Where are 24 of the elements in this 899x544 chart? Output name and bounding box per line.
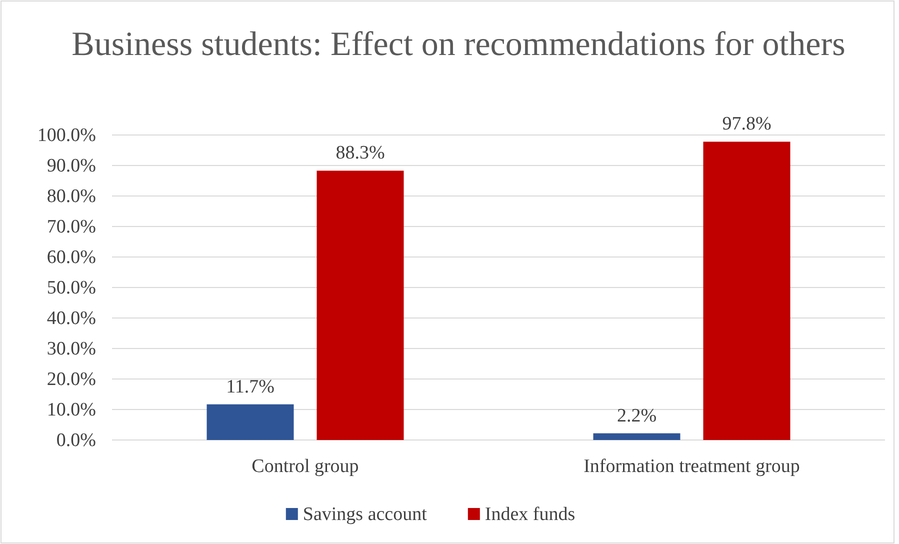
y-tick-label: 80.0% — [46, 186, 96, 207]
y-tick-label: 20.0% — [46, 369, 96, 390]
y-tick-label: 10.0% — [46, 400, 96, 420]
bar — [593, 433, 680, 440]
x-tick-label: Control group — [252, 456, 359, 477]
x-tick-label: Information treatment group — [584, 456, 800, 477]
y-tick-label: 30.0% — [46, 338, 96, 360]
y-tick-label: 40.0% — [46, 308, 96, 329]
y-tick-label: 100.0% — [37, 125, 96, 146]
text: 97.8% — [722, 114, 772, 135]
bar — [206, 404, 294, 440]
y-tick-label: 90.0% — [46, 156, 96, 176]
bar — [703, 142, 790, 440]
y-tick-label: 70.0% — [46, 216, 96, 238]
y-tick-label: 60.0% — [46, 247, 96, 268]
legend-label: Savings account — [302, 504, 428, 525]
y-tick-label: 50.0% — [46, 278, 96, 298]
text: 11.7% — [226, 376, 274, 398]
legend-label: Index funds — [484, 504, 576, 525]
chart-title: Business students: Effect on recommendations for others — [72, 26, 846, 63]
text: 2.2% — [616, 405, 657, 426]
y-tick-label: 0.0% — [56, 430, 96, 451]
bar — [316, 170, 404, 440]
text: 88.3% — [336, 142, 385, 164]
